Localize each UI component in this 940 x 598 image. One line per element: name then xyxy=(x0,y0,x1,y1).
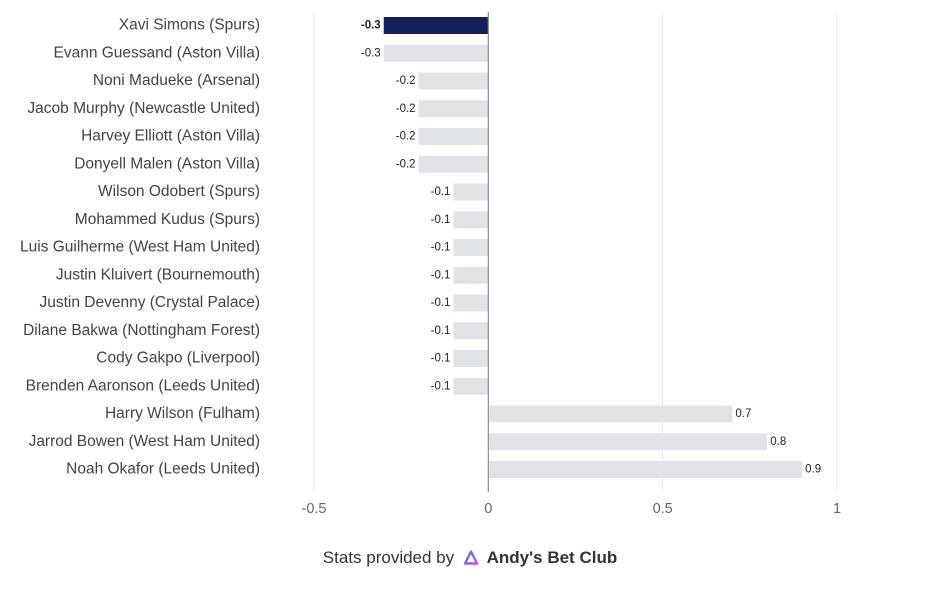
category-label: Justin Kluivert (Bournemouth) xyxy=(56,266,260,283)
data-label: -0.2 xyxy=(396,103,416,115)
x-tick-label: 0.5 xyxy=(653,501,673,517)
category-label: Donyell Malen (Aston Villa) xyxy=(74,155,260,172)
data-label: -0.3 xyxy=(361,20,381,32)
category-label: Jarrod Bowen (West Ham United) xyxy=(29,433,260,450)
bar xyxy=(418,100,489,118)
category-label: Evann Guessand (Aston Villa) xyxy=(54,44,261,61)
attribution-footer: Stats provided by Andy's Bet Club xyxy=(0,548,940,571)
bar xyxy=(488,433,768,451)
data-label: -0.3 xyxy=(361,47,381,59)
x-tick-label: -0.5 xyxy=(302,501,327,517)
category-label: Jacob Murphy (Newcastle United) xyxy=(27,100,260,117)
data-label: -0.1 xyxy=(431,380,451,392)
bar xyxy=(488,405,733,423)
bar xyxy=(383,44,489,62)
data-label: -0.1 xyxy=(431,325,451,337)
bar xyxy=(453,183,489,201)
category-label: Cody Gakpo (Liverpool) xyxy=(96,350,260,367)
category-label: Xavi Simons (Spurs) xyxy=(119,17,260,34)
category-label: Harvey Elliott (Aston Villa) xyxy=(81,128,260,145)
category-label: Mohammed Kudus (Spurs) xyxy=(75,211,260,228)
data-label: -0.2 xyxy=(396,131,416,143)
data-label: 0.8 xyxy=(770,436,786,448)
category-label: Harry Wilson (Fulham) xyxy=(105,405,260,422)
data-label: -0.1 xyxy=(431,186,451,198)
data-label: -0.2 xyxy=(396,158,416,170)
data-label: -0.1 xyxy=(431,297,451,309)
bar xyxy=(453,211,489,229)
category-labels: Xavi Simons (Spurs) Evann Guessand (Aston… xyxy=(20,17,260,478)
data-label: 0.9 xyxy=(805,464,821,476)
bar xyxy=(453,239,489,256)
category-label: Brenden Aaronson (Leeds United) xyxy=(26,377,260,394)
bar xyxy=(383,17,489,34)
bar xyxy=(453,294,489,312)
category-label: Wilson Odobert (Spurs) xyxy=(98,183,260,200)
bar xyxy=(453,266,489,284)
category-label: Dilane Bakwa (Nottingham Forest) xyxy=(23,322,260,339)
attribution-prefix: Stats provided by xyxy=(322,548,455,567)
bar-chart: Xavi Simons (Spurs) Evann Guessand (Aston… xyxy=(20,12,842,517)
bar xyxy=(418,128,489,145)
bar xyxy=(453,322,489,340)
bar xyxy=(453,350,489,367)
bar xyxy=(418,155,489,173)
data-label: -0.1 xyxy=(431,353,451,365)
bar xyxy=(488,461,803,478)
data-label: 0.7 xyxy=(735,408,751,420)
attribution-brand: Andy's Bet Club xyxy=(486,548,618,567)
data-label: -0.2 xyxy=(396,75,416,87)
data-label: -0.1 xyxy=(431,242,451,254)
bar xyxy=(453,377,489,395)
category-label: Noah Okafor (Leeds United) xyxy=(66,461,260,478)
data-labels: -0.3 -0.3 -0.2 -0.2 -0.2 -0.2 -0.1 -0.1 -0.1 -0.1… xyxy=(361,20,821,476)
data-label: -0.1 xyxy=(431,269,451,281)
bar xyxy=(418,72,489,90)
x-tick-label: 0 xyxy=(484,501,492,517)
category-label: Justin Devenny (Crystal Palace) xyxy=(39,294,260,311)
category-label: Luis Guilherme (West Ham United) xyxy=(20,239,260,256)
data-label: -0.1 xyxy=(431,214,451,226)
bars xyxy=(383,17,803,478)
andys-bet-club-logo-icon xyxy=(463,550,479,571)
x-tick-label: 1 xyxy=(833,501,841,517)
x-tick-labels: -0.5 0 0.5 1 xyxy=(302,501,842,517)
category-label: Noni Madueke (Arsenal) xyxy=(93,72,260,89)
